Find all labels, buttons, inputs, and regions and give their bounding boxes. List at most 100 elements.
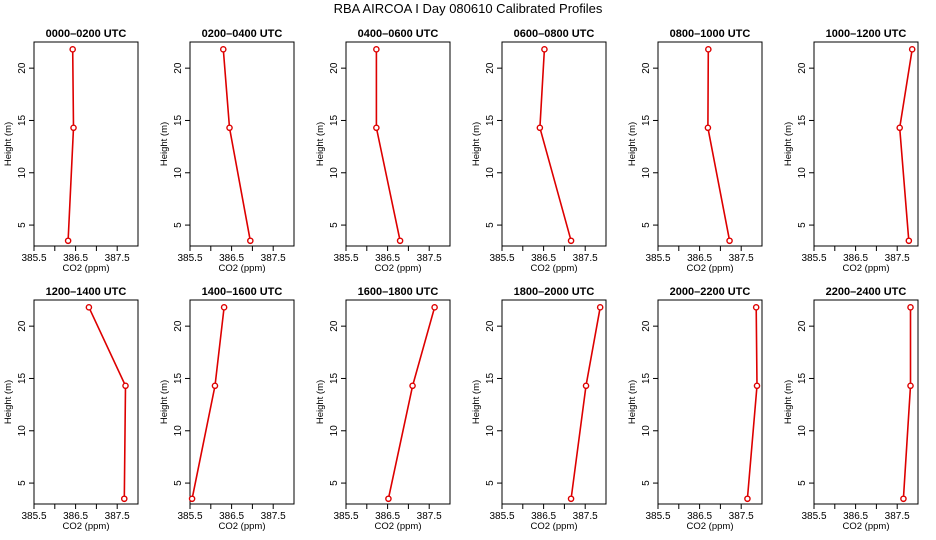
panel-title: 1600–1800 UTC <box>358 286 439 298</box>
x-axis-label: CO2 (ppm) <box>219 263 266 274</box>
y-axis-label: Height (m) <box>315 380 326 424</box>
x-tick-label: 386.5 <box>219 511 244 522</box>
panel-title: 0000–0200 UTC <box>46 28 127 40</box>
x-tick-label: 385.5 <box>645 253 670 264</box>
x-tick-label: 387.5 <box>885 511 910 522</box>
y-tick-label: 20 <box>329 62 340 74</box>
y-tick-label: 10 <box>485 425 496 437</box>
y-axis-label: Height (m) <box>159 380 170 424</box>
x-axis-label: CO2 (ppm) <box>375 263 422 274</box>
data-point <box>122 382 129 390</box>
panel-3: 0400–0600 UTC 385.5 386.5 387.5 5 10 15 20 CO2 (… <box>315 28 451 274</box>
panel-8: 1400–1600 UTC 385.5 386.5 387.5 5 10 15 20 CO2 (… <box>159 286 295 532</box>
x-tick-label: 385.5 <box>21 253 46 264</box>
y-tick-label: 15 <box>641 114 652 126</box>
y-tick-label: 10 <box>797 425 808 437</box>
panel-1: 0000–0200 UTC 385.5 386.5 387.5 5 10 15 20 CO2 (… <box>3 28 139 274</box>
plot-frame <box>657 41 763 247</box>
y-tick-label: 10 <box>641 167 652 179</box>
x-tick-label: 385.5 <box>177 253 202 264</box>
data-point <box>396 237 404 245</box>
data-point <box>705 46 712 53</box>
x-tick-label: 385.5 <box>177 511 202 522</box>
data-point <box>188 495 196 503</box>
data-point <box>409 382 416 390</box>
y-axis-label: Height (m) <box>315 122 326 166</box>
x-tick-label: 387.5 <box>729 511 754 522</box>
y-tick-label: 15 <box>485 114 496 126</box>
x-axis-label: CO2 (ppm) <box>375 521 422 532</box>
y-tick-label: 5 <box>329 222 340 228</box>
profile-line <box>570 307 601 499</box>
x-axis-label: CO2 (ppm) <box>843 263 890 274</box>
data-point <box>373 124 380 132</box>
data-point <box>753 382 761 390</box>
data-point <box>752 304 760 311</box>
y-tick-label: 20 <box>485 62 496 74</box>
plot-frame <box>345 41 451 247</box>
panel-title: 1200–1400 UTC <box>46 286 127 298</box>
x-tick-label: 386.5 <box>375 253 400 264</box>
y-tick-label: 5 <box>173 222 184 228</box>
data-point <box>726 237 733 245</box>
x-tick-label: 385.5 <box>333 511 358 522</box>
x-tick-label: 386.5 <box>687 511 712 522</box>
plot-frame <box>657 299 763 505</box>
profile-line <box>375 49 401 241</box>
panel-title: 0200–0400 UTC <box>202 28 283 40</box>
data-point <box>219 46 227 53</box>
panel-2: 0200–0400 UTC 385.5 386.5 387.5 5 10 15 20 CO2 (… <box>159 28 295 274</box>
x-tick-label: 386.5 <box>531 511 556 522</box>
panel-6: 1000–1200 UTC 385.5 386.5 387.5 5 10 15 20 CO2 (… <box>783 28 919 274</box>
y-tick-label: 15 <box>17 114 28 126</box>
y-axis-label: Height (m) <box>627 380 638 424</box>
y-tick-label: 10 <box>17 425 28 437</box>
x-tick-label: 386.5 <box>219 253 244 264</box>
y-tick-label: 20 <box>173 62 184 74</box>
panel-11: 2000–2200 UTC 385.5 386.5 387.5 5 10 15 20 CO2 (… <box>627 286 763 532</box>
y-tick-label: 10 <box>329 167 340 179</box>
profile-line <box>902 307 912 499</box>
x-tick-label: 387.5 <box>729 253 754 264</box>
y-tick-label: 5 <box>641 222 652 228</box>
x-axis-label: CO2 (ppm) <box>219 521 266 532</box>
panel-9: 1600–1800 UTC 385.5 386.5 387.5 5 10 15 20 CO2 (… <box>315 286 451 532</box>
y-tick-label: 20 <box>17 320 28 332</box>
y-tick-label: 10 <box>17 167 28 179</box>
x-tick-label: 386.5 <box>63 253 88 264</box>
y-tick-label: 5 <box>641 480 652 486</box>
data-point <box>247 237 254 245</box>
y-tick-label: 20 <box>797 320 808 332</box>
x-tick-label: 387.5 <box>573 253 598 264</box>
y-tick-label: 20 <box>173 320 184 332</box>
chart-title: RBA AIRCOA I Day 080610 Calibrated Profi… <box>333 1 603 16</box>
data-point <box>226 124 233 132</box>
data-point <box>905 237 913 245</box>
panel-4: 0600–0800 UTC 385.5 386.5 387.5 5 10 15 20 CO2 (… <box>471 28 607 274</box>
plot-frame <box>345 299 451 505</box>
y-tick-label: 15 <box>797 372 808 384</box>
data-point <box>907 304 914 311</box>
data-point <box>211 382 219 390</box>
x-axis-label: CO2 (ppm) <box>687 521 734 532</box>
y-tick-label: 20 <box>485 320 496 332</box>
x-tick-label: 386.5 <box>687 253 712 264</box>
x-tick-label: 387.5 <box>417 511 442 522</box>
plot-frame <box>501 41 607 247</box>
y-tick-label: 20 <box>641 62 652 74</box>
x-tick-label: 385.5 <box>21 511 46 522</box>
profile-line <box>387 307 436 499</box>
profile-line <box>746 307 758 499</box>
y-tick-label: 5 <box>17 480 28 486</box>
x-tick-label: 387.5 <box>261 511 286 522</box>
y-tick-label: 10 <box>173 425 184 437</box>
data-point <box>704 124 712 132</box>
panel-title: 1800–2000 UTC <box>514 286 595 298</box>
x-tick-label: 386.5 <box>843 253 868 264</box>
x-tick-label: 386.5 <box>531 253 556 264</box>
x-tick-label: 387.5 <box>105 253 130 264</box>
data-point <box>582 382 590 390</box>
x-tick-label: 386.5 <box>843 511 868 522</box>
x-tick-label: 387.5 <box>261 253 286 264</box>
x-tick-label: 386.5 <box>63 511 88 522</box>
